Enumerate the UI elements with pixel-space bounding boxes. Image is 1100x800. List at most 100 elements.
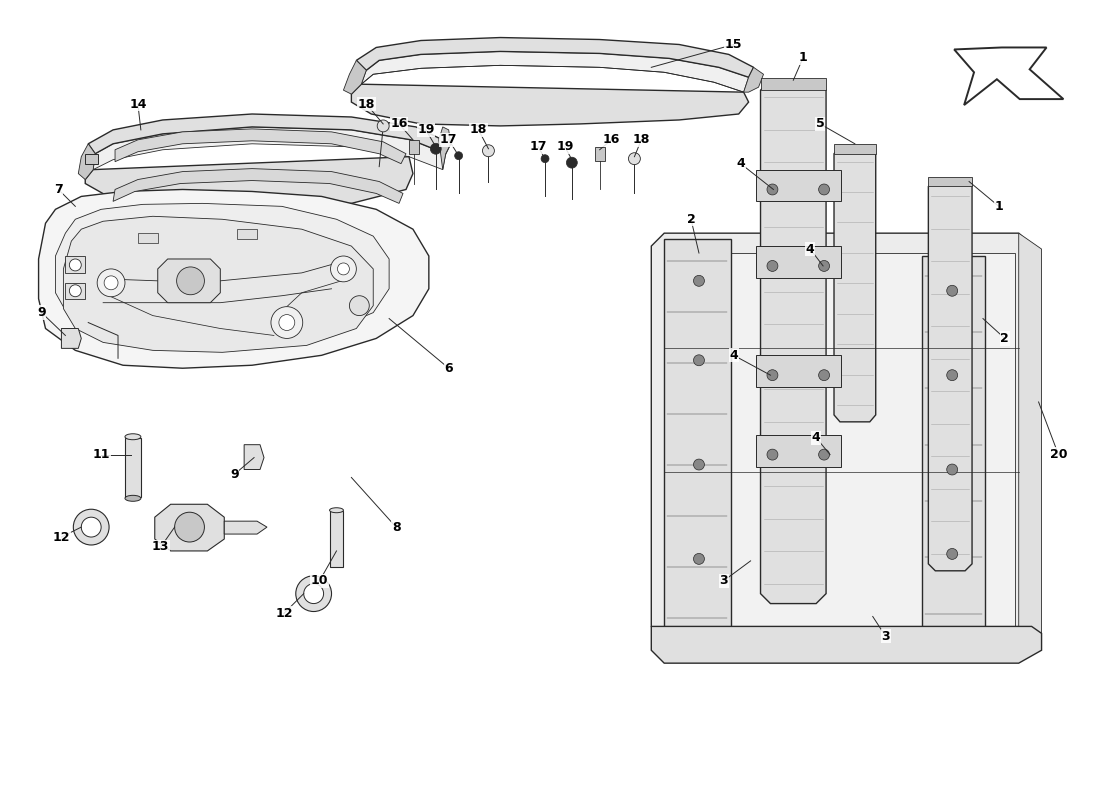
Polygon shape xyxy=(760,78,826,90)
Polygon shape xyxy=(244,445,264,470)
Text: 3: 3 xyxy=(881,630,890,643)
Text: 16: 16 xyxy=(390,118,408,130)
Polygon shape xyxy=(78,144,96,179)
Text: 8: 8 xyxy=(392,521,400,534)
Polygon shape xyxy=(361,51,749,92)
Circle shape xyxy=(767,261,778,271)
Polygon shape xyxy=(356,38,754,78)
Polygon shape xyxy=(351,84,749,126)
Text: 1: 1 xyxy=(799,51,807,64)
Text: 17: 17 xyxy=(529,140,547,154)
Text: 9: 9 xyxy=(37,306,46,319)
Text: 19: 19 xyxy=(557,140,573,154)
Polygon shape xyxy=(65,256,86,273)
Polygon shape xyxy=(671,253,1014,626)
Text: 17: 17 xyxy=(440,134,458,146)
Text: 16: 16 xyxy=(603,134,620,146)
Polygon shape xyxy=(62,329,81,348)
Polygon shape xyxy=(238,229,257,239)
Polygon shape xyxy=(125,438,141,498)
Circle shape xyxy=(693,459,704,470)
Circle shape xyxy=(693,355,704,366)
Polygon shape xyxy=(664,239,730,636)
Circle shape xyxy=(74,510,109,545)
Circle shape xyxy=(271,306,303,338)
Text: 11: 11 xyxy=(92,448,110,461)
Circle shape xyxy=(454,152,463,160)
Text: 4: 4 xyxy=(806,242,815,255)
Text: 6: 6 xyxy=(444,362,453,374)
Polygon shape xyxy=(343,60,366,94)
Polygon shape xyxy=(86,154,98,164)
Polygon shape xyxy=(756,170,842,202)
Circle shape xyxy=(947,286,958,296)
Circle shape xyxy=(541,154,549,162)
Polygon shape xyxy=(1019,233,1042,640)
Polygon shape xyxy=(224,521,267,534)
Circle shape xyxy=(330,256,356,282)
Circle shape xyxy=(296,576,331,611)
Text: 1: 1 xyxy=(994,200,1003,213)
Polygon shape xyxy=(651,233,1032,640)
Circle shape xyxy=(81,517,101,537)
Text: 12: 12 xyxy=(53,530,70,543)
Circle shape xyxy=(947,370,958,381)
Polygon shape xyxy=(64,216,373,352)
Circle shape xyxy=(818,370,829,381)
Circle shape xyxy=(279,314,295,330)
Circle shape xyxy=(104,276,118,290)
Text: 4: 4 xyxy=(729,349,738,362)
Circle shape xyxy=(350,296,370,315)
Polygon shape xyxy=(55,203,389,346)
Text: 15: 15 xyxy=(725,38,742,51)
Text: 9: 9 xyxy=(230,468,239,481)
Text: 7: 7 xyxy=(54,183,63,196)
Circle shape xyxy=(767,184,778,195)
Polygon shape xyxy=(744,67,763,92)
Polygon shape xyxy=(113,169,403,203)
Text: 13: 13 xyxy=(152,541,169,554)
Ellipse shape xyxy=(125,495,141,502)
Text: 5: 5 xyxy=(816,118,825,130)
Polygon shape xyxy=(155,504,224,551)
Circle shape xyxy=(693,275,704,286)
Circle shape xyxy=(483,145,494,157)
Text: 19: 19 xyxy=(417,123,434,136)
Polygon shape xyxy=(756,434,842,466)
Text: 18: 18 xyxy=(632,134,650,146)
Text: 10: 10 xyxy=(311,574,329,587)
Circle shape xyxy=(628,153,640,165)
Text: 2: 2 xyxy=(686,213,695,226)
Ellipse shape xyxy=(330,508,343,513)
Circle shape xyxy=(338,263,350,275)
Polygon shape xyxy=(439,127,451,170)
Circle shape xyxy=(377,120,389,132)
Text: 20: 20 xyxy=(1049,448,1067,461)
Text: 4: 4 xyxy=(736,157,745,170)
Polygon shape xyxy=(94,127,446,170)
Text: 12: 12 xyxy=(275,607,293,620)
Circle shape xyxy=(767,449,778,460)
Polygon shape xyxy=(760,80,826,603)
Text: 3: 3 xyxy=(719,574,728,587)
Circle shape xyxy=(175,512,205,542)
Polygon shape xyxy=(651,626,1042,663)
Text: 14: 14 xyxy=(129,98,146,110)
Circle shape xyxy=(818,261,829,271)
Polygon shape xyxy=(330,511,343,567)
Polygon shape xyxy=(928,179,972,571)
Circle shape xyxy=(177,267,205,294)
Polygon shape xyxy=(65,283,86,298)
Text: 4: 4 xyxy=(812,431,821,444)
Polygon shape xyxy=(138,233,157,243)
Circle shape xyxy=(767,370,778,381)
Circle shape xyxy=(430,143,441,154)
Text: 18: 18 xyxy=(470,123,487,136)
Circle shape xyxy=(947,549,958,559)
Polygon shape xyxy=(157,259,220,302)
Circle shape xyxy=(818,449,829,460)
Polygon shape xyxy=(86,157,412,210)
Circle shape xyxy=(97,269,125,297)
Polygon shape xyxy=(928,177,972,186)
Circle shape xyxy=(693,554,704,564)
